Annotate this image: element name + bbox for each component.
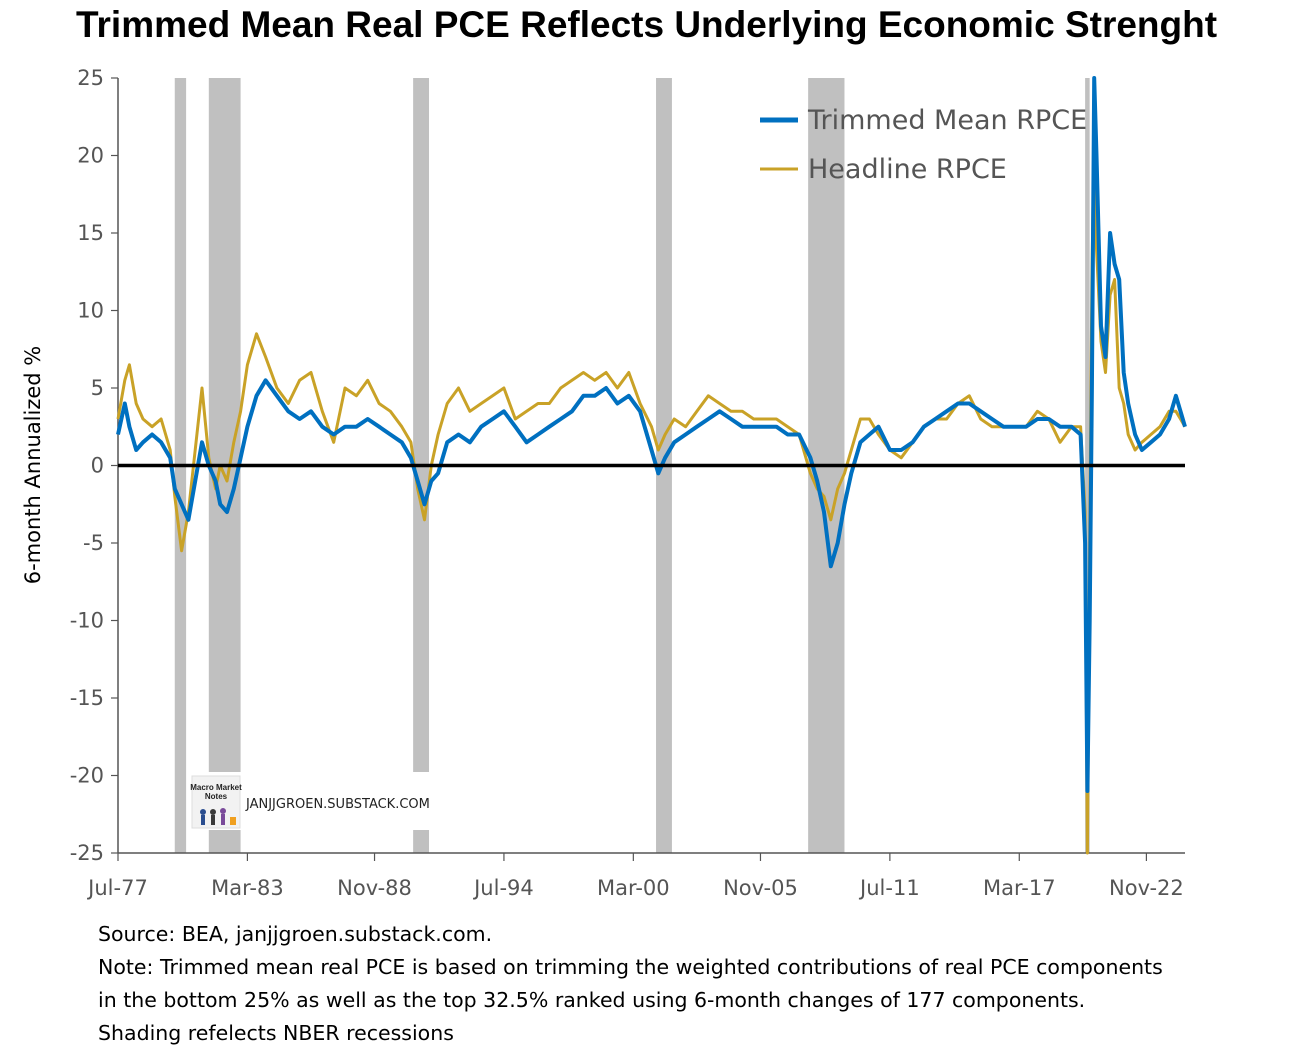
note-line-1: Note: Trimmed mean real PCE is based on … [98, 955, 1163, 979]
legend-label: Headline RPCE [808, 154, 1007, 185]
y-tick-label: 5 [91, 376, 104, 400]
x-tick-label: Nov-05 [723, 876, 798, 900]
x-tick-label: Mar-83 [211, 876, 284, 900]
y-axis-ticks: 25 20 15 10 5 0 -5 -10 -15 -20 -25 [70, 66, 118, 865]
macro-market-notes-logo: Macro Market Notes [190, 775, 242, 829]
x-tick-label: Mar-00 [597, 876, 670, 900]
y-tick-label: -25 [70, 841, 104, 865]
series-lines [116, 76, 1187, 855]
legend: Trimmed Mean RPCE Headline RPCE [760, 105, 1087, 185]
x-tick-label: Jul-11 [858, 876, 920, 900]
x-tick-label: Nov-22 [1109, 876, 1184, 900]
legend-label: Trimmed Mean RPCE [807, 105, 1087, 136]
y-tick-label: -10 [70, 609, 104, 633]
source-line: Source: BEA, janjjgroen.substack.com. [98, 922, 493, 946]
y-axis-label: 6-month Annualized % [21, 346, 45, 585]
y-tick-label: 0 [91, 454, 104, 478]
note-line-2: in the bottom 25% as well as the top 32.… [98, 988, 1086, 1012]
x-tick-label: Jul-94 [472, 876, 534, 900]
y-tick-label: 25 [77, 66, 104, 90]
x-axis-ticks: Jul-77 Mar-83 Nov-88 Jul-94 Mar-00 Nov-05 Jul-… [86, 853, 1184, 900]
y-tick-label: 15 [77, 221, 104, 245]
svg-text:Macro Market: Macro Market [190, 783, 242, 792]
series-line-headline-rpce [116, 123, 1187, 855]
y-tick-label: -15 [70, 686, 104, 710]
chart-title: Trimmed Mean Real PCE Reflects Underlyin… [75, 4, 1218, 45]
line-chart: Macro Market Notes JANJJGROEN.SUBSTACK.C… [21, 66, 1187, 900]
series-line-trimmed-mean-rpce [116, 76, 1187, 793]
y-tick-label: -20 [70, 764, 104, 788]
watermark-text: JANJJGROEN.SUBSTACK.COM [245, 797, 430, 812]
y-tick-label: -5 [83, 531, 104, 555]
x-tick-label: Jul-77 [86, 876, 148, 900]
source-notes: Source: BEA, janjjgroen.substack.com. No… [98, 918, 1163, 1050]
y-tick-label: 10 [77, 299, 104, 323]
note-line-3: Shading refelects NBER recessions [98, 1021, 454, 1045]
svg-text:Notes: Notes [205, 792, 228, 801]
x-tick-label: Mar-17 [983, 876, 1056, 900]
watermark: Macro Market Notes JANJJGROEN.SUBSTACK.C… [188, 772, 478, 830]
y-tick-label: 20 [77, 144, 104, 168]
x-tick-label: Nov-88 [337, 876, 412, 900]
